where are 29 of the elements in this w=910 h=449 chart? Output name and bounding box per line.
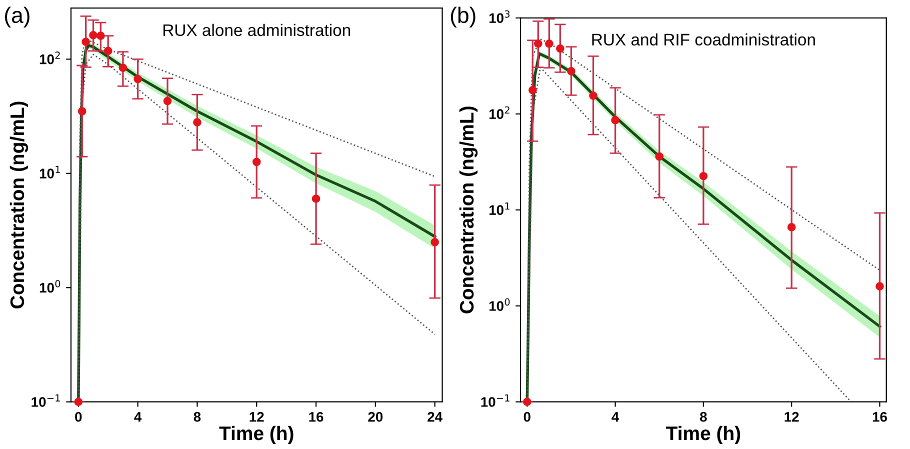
- y-tick-label: 10$^{1}$: [489, 202, 510, 215]
- x-tick-label: 16: [309, 412, 324, 422]
- x-axis-title: Time (h): [666, 426, 740, 444]
- x-tick-label: 4: [612, 412, 620, 422]
- x-tick-label: 12: [250, 412, 264, 422]
- x-axis-title: Time (h): [219, 426, 294, 444]
- y-tick-label: 10$^{0}$: [489, 298, 510, 311]
- y-tick-label: 10$^{0}$: [40, 280, 60, 293]
- y-tick-label: 10$^{−1}$: [481, 394, 510, 407]
- y-axis-title: Concentration (ng/mL): [459, 106, 478, 314]
- x-tick-label: 20: [368, 412, 383, 422]
- text: (b): [450, 6, 476, 28]
- text: (a): [5, 6, 30, 28]
- y-tick-label: 10$^{1}$: [40, 166, 60, 178]
- y-tick-label: 10$^{2}$: [40, 52, 60, 64]
- y-tick-label: 10$^{3}$: [489, 10, 510, 24]
- x-tick-label: 4: [134, 412, 142, 422]
- x-tick-label: 8: [194, 412, 201, 422]
- x-tick-label: 16: [872, 412, 887, 422]
- y-tick-label: 10$^{2}$: [489, 106, 510, 119]
- x-tick-label: 24: [428, 412, 442, 422]
- x-tick-label: 0: [75, 412, 82, 422]
- x-tick-label: 12: [784, 412, 799, 422]
- text: RUX and RIF coadministration: [592, 33, 815, 46]
- y-axis-title: Concentration (ng/mL): [10, 102, 28, 308]
- x-tick-label: 8: [700, 412, 707, 422]
- text: RUX alone administration: [164, 24, 350, 36]
- y-tick-label: 10$^{−1}$: [32, 394, 60, 407]
- x-tick-label: 0: [524, 412, 530, 422]
